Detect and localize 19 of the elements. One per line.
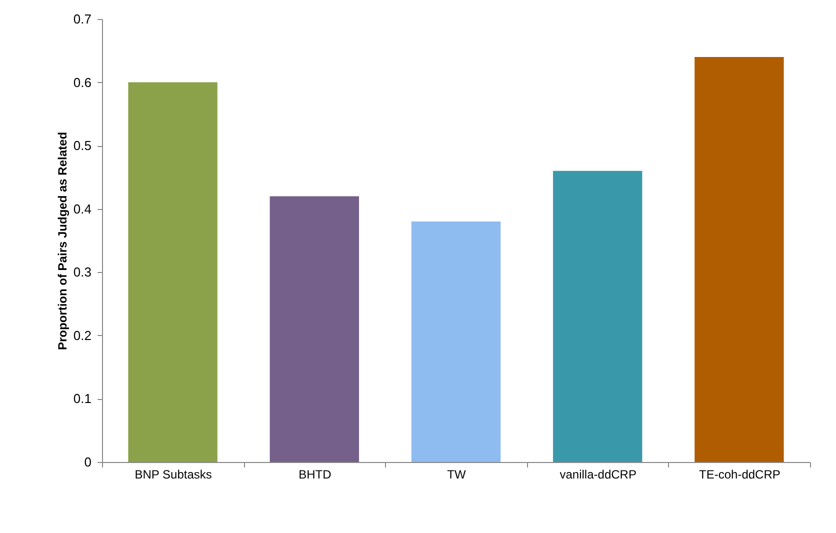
bar <box>694 56 784 462</box>
bar <box>128 82 218 462</box>
y-tick-label: 0.2 <box>73 328 92 343</box>
bar <box>411 222 501 462</box>
y-tick-label: 0 <box>84 454 92 470</box>
y-axis-title: Proportion of Pairs Judged as Related <box>55 132 70 350</box>
bar <box>552 170 642 462</box>
y-tick-label: 0.5 <box>73 138 92 154</box>
x-tick-label: BNP Subtasks <box>134 468 212 482</box>
bar <box>270 196 360 462</box>
y-tick-label: 0.7 <box>73 12 92 26</box>
y-tick-label: 0.6 <box>73 74 92 90</box>
x-tick-label: BHTD <box>298 468 332 482</box>
x-tick-label: vanilla-ddCRP <box>560 468 636 482</box>
y-tick-label: 0.1 <box>73 391 92 406</box>
y-tick-label: 0.3 <box>73 264 92 280</box>
y-tick-label: 0.4 <box>73 201 92 216</box>
x-tick-label: TE-coh-ddCRP <box>699 468 780 482</box>
x-tick-label: TW <box>447 468 466 482</box>
